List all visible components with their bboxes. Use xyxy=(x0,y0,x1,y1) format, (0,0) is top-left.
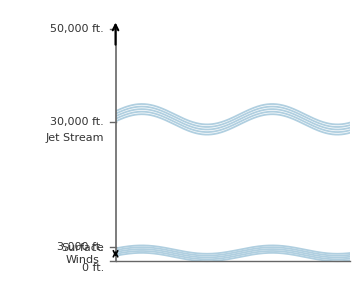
Text: 50,000 ft.: 50,000 ft. xyxy=(50,24,104,34)
Text: 30,000 ft.: 30,000 ft. xyxy=(50,117,104,127)
Text: Surface
Winds: Surface Winds xyxy=(61,243,104,265)
Text: Jet Stream: Jet Stream xyxy=(45,133,104,143)
Text: 0 ft.: 0 ft. xyxy=(82,263,104,273)
Text: 3,000 ft.: 3,000 ft. xyxy=(57,242,104,252)
